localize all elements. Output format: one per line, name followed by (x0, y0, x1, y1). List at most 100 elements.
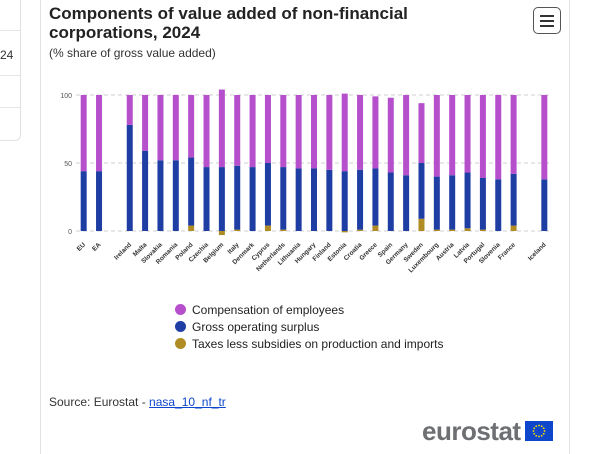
bar-compensation (311, 95, 317, 169)
bar-compensation (387, 97, 394, 173)
source-label: Source: Eurostat - (49, 395, 150, 409)
bar-surplus (126, 124, 133, 231)
bar-compensation (326, 95, 333, 170)
bar-surplus (234, 165, 241, 230)
bar-surplus (341, 171, 348, 231)
bar-compensation (218, 89, 225, 168)
bar-surplus (372, 168, 379, 226)
bar-compensation (510, 95, 517, 174)
bar-compensation (172, 95, 179, 161)
side-panel-divider (0, 107, 20, 108)
bar-compensation (96, 95, 103, 172)
bar-compensation (372, 96, 379, 169)
bar-surplus (157, 160, 164, 231)
bar-compensation (449, 95, 456, 176)
x-tick-label: Iceland (527, 241, 548, 262)
bar-compensation (357, 95, 364, 170)
hamburger-icon (540, 15, 554, 17)
bar-compensation (249, 95, 256, 168)
bar-taxes (188, 225, 195, 231)
bar-surplus (264, 163, 271, 226)
bar-surplus (433, 176, 440, 230)
bar-compensation (157, 95, 164, 161)
legend-marker-compensation (175, 304, 186, 315)
bar-compensation (403, 95, 410, 176)
x-tick-label: France (497, 241, 517, 261)
bar-compensation (264, 95, 271, 163)
bar-surplus (203, 167, 210, 231)
bar-taxes (464, 228, 471, 231)
bar-compensation (234, 95, 241, 166)
chart-subtitle: (% share of gross value added) (49, 46, 216, 60)
y-tick-label: 0 (68, 229, 72, 236)
bar-surplus (142, 150, 149, 231)
bar-taxes (341, 231, 348, 233)
legend-marker-taxes (175, 338, 186, 349)
bar-taxes (372, 225, 379, 231)
bar-taxes (449, 229, 456, 231)
legend-item-surplus[interactable]: Gross operating surplus (175, 318, 443, 335)
x-tick-label: EU (76, 241, 88, 253)
bar-surplus (218, 167, 225, 231)
eu-flag-icon (524, 421, 553, 441)
y-tick-label: 50 (64, 161, 72, 168)
bar-surplus (172, 160, 179, 231)
bar-surplus (403, 175, 410, 231)
legend-label-compensation: Compensation of employees (192, 302, 345, 317)
bar-surplus (80, 171, 87, 231)
bar-surplus (326, 169, 333, 231)
chart-legend: Compensation of employees Gross operatin… (175, 301, 443, 352)
x-tick-label: EA (91, 241, 103, 253)
bar-taxes (433, 229, 440, 231)
side-panel-divider (0, 75, 20, 76)
legend-item-compensation[interactable]: Compensation of employees (175, 301, 443, 318)
bar-taxes (357, 229, 364, 231)
bar-taxes (234, 229, 241, 231)
bar-taxes (218, 231, 225, 236)
logo-text: eurostat (422, 415, 521, 446)
bar-surplus (541, 179, 548, 231)
side-panel-value: 24 (0, 48, 14, 62)
bar-surplus (387, 172, 394, 231)
bar-compensation (126, 95, 133, 125)
x-tick-label: Ireland (113, 241, 133, 261)
legend-label-surplus: Gross operating surplus (192, 319, 320, 334)
bar-compensation (341, 93, 348, 172)
bar-surplus (295, 168, 302, 231)
bar-compensation (464, 95, 471, 173)
side-panel: 24 (0, 0, 21, 141)
bar-compensation (295, 95, 302, 169)
hamburger-icon (540, 25, 554, 27)
bar-compensation (433, 95, 440, 177)
bar-surplus (188, 157, 195, 226)
bar-taxes (418, 218, 425, 231)
bar-taxes (510, 225, 517, 231)
dataset-link[interactable]: nasa_10_nf_tr (149, 395, 226, 409)
bar-surplus (449, 175, 456, 230)
source-note: Source: Eurostat - nasa_10_nf_tr (49, 395, 226, 409)
y-tick-label: 100 (60, 93, 72, 100)
bar-compensation (142, 95, 149, 151)
legend-item-taxes[interactable]: Taxes less subsidies on production and i… (175, 335, 443, 352)
eurostat-logo: eurostat (422, 416, 553, 446)
chart-menu-button[interactable] (533, 7, 561, 34)
legend-label-taxes: Taxes less subsidies on production and i… (192, 336, 444, 351)
bar-compensation (188, 95, 195, 158)
bar-surplus (418, 163, 425, 219)
bar-compensation (541, 95, 548, 180)
bar-compensation (203, 95, 210, 168)
hamburger-icon (540, 20, 554, 22)
bar-surplus (479, 177, 486, 230)
bar-compensation (80, 95, 87, 172)
bar-compensation (280, 95, 287, 168)
side-panel-divider (0, 30, 20, 31)
bar-surplus (280, 167, 287, 230)
bar-taxes (479, 229, 486, 231)
bar-taxes (280, 229, 287, 231)
x-tick-label: Greece (358, 241, 379, 262)
bar-surplus (464, 172, 471, 229)
bar-surplus (96, 171, 103, 231)
bar-surplus (510, 173, 517, 226)
bar-surplus (495, 179, 502, 231)
